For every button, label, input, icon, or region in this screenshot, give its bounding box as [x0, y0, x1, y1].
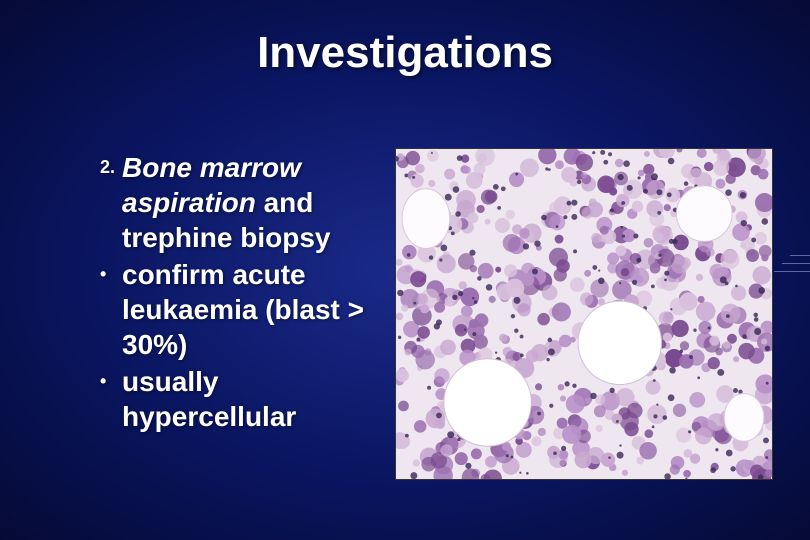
bullet-item-1: • confirm acute leukaemia (blast > 30%) — [100, 257, 400, 362]
decor-line — [790, 255, 810, 256]
bullet-item-2: • usually hypercellular — [100, 364, 400, 434]
decor-line — [774, 271, 810, 272]
corner-decoration — [774, 255, 810, 279]
decor-line — [782, 263, 810, 264]
slide-body: 2. Bone marrow aspiration and trephine b… — [100, 150, 400, 436]
bullet-marker: • — [100, 257, 122, 362]
histology-svg — [396, 149, 772, 479]
bullet-1-text: confirm acute leukaemia (blast > 30%) — [122, 257, 400, 362]
list-number-marker: 2. — [100, 150, 122, 255]
slide-title: Investigations — [0, 28, 810, 78]
numbered-item-text: Bone marrow aspiration and trephine biop… — [122, 150, 400, 255]
bullet-2-text: usually hypercellular — [122, 364, 400, 434]
numbered-item-2: 2. Bone marrow aspiration and trephine b… — [100, 150, 400, 255]
bullet-marker: • — [100, 364, 122, 434]
histology-image — [395, 148, 773, 480]
